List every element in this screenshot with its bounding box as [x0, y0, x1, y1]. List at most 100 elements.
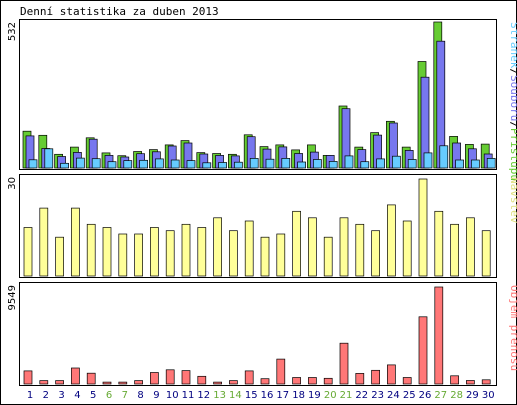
pages-bar-day-21 [344, 155, 354, 169]
pages-bar-day-27 [439, 145, 449, 169]
day-label-11: 11 [182, 390, 195, 401]
pages-bar-day-12 [202, 162, 212, 169]
pages-bar-day-16 [265, 158, 275, 169]
visits-bar-day-25 [402, 220, 412, 277]
pages-bar-day-1 [28, 159, 38, 169]
day-label-8: 8 [137, 390, 143, 401]
visits-bar-day-29 [466, 217, 475, 277]
day-label-13: 13 [213, 390, 226, 401]
pages-bar-day-20 [328, 161, 338, 169]
pages-bar-day-3 [60, 162, 69, 169]
visits-bar-day-20 [323, 236, 333, 277]
kbytes-bar-day-22 [355, 373, 365, 385]
visits-bar-day-12 [197, 227, 207, 277]
visits-bar-day-16 [260, 236, 270, 277]
pages-bar-day-18 [297, 161, 306, 169]
pages-bar-day-9 [155, 158, 164, 169]
visits-bar-day-3 [55, 236, 64, 277]
visits-bar-day-4 [71, 207, 80, 277]
kbytes-bar-day-26 [418, 316, 428, 385]
kbytes-bar-day-12 [197, 375, 207, 385]
chart-title: Denní statistika za duben 2013 [20, 5, 219, 18]
ylabel-sep-1: / [508, 68, 517, 75]
day-label-20: 20 [324, 390, 337, 401]
visits-bar-day-26 [418, 178, 428, 277]
visits-bar-day-13 [213, 217, 222, 277]
day-label-26: 26 [419, 390, 432, 401]
day-label-23: 23 [371, 390, 384, 401]
panel-frame-access [19, 19, 497, 170]
kbytes-bar-day-19 [308, 377, 317, 385]
pages-bar-day-26 [423, 152, 433, 169]
pages-bar-day-24 [392, 155, 401, 169]
day-label-30: 30 [482, 390, 495, 401]
day-label-24: 24 [387, 390, 400, 401]
kbytes-bar-day-17 [276, 358, 286, 385]
day-label-25: 25 [403, 390, 416, 401]
pages-bar-day-7 [123, 160, 133, 169]
kbytes-bar-day-8 [134, 380, 143, 385]
bars-transfer [23, 286, 491, 385]
visits-bar-day-1 [23, 227, 33, 277]
kbytes-bar-day-18 [292, 377, 301, 385]
day-label-1: 1 [27, 390, 33, 401]
bars-access [22, 21, 496, 169]
day-label-3: 3 [58, 390, 64, 401]
day-label-15: 15 [245, 390, 258, 401]
day-label-28: 28 [450, 390, 463, 401]
kbytes-bar-day-23 [371, 369, 380, 385]
ylabel-pages: Stránek [508, 22, 517, 69]
day-label-16: 16 [261, 390, 274, 401]
day-label-5: 5 [90, 390, 96, 401]
kbytes-bar-day-27 [434, 286, 444, 385]
kbytes-bar-day-28 [450, 375, 459, 385]
day-label-12: 12 [197, 390, 210, 401]
visits-bar-day-28 [450, 223, 459, 277]
pages-bar-day-5 [91, 158, 101, 169]
kbytes-bar-day-3 [55, 380, 64, 385]
kbytes-bar-day-16 [260, 378, 270, 385]
kbytes-bar-day-11 [181, 370, 191, 385]
kbytes-bar-day-30 [481, 379, 491, 385]
pages-bar-day-30 [486, 158, 496, 169]
day-label-18: 18 [292, 390, 305, 401]
visits-bar-day-2 [39, 207, 49, 277]
pages-bar-day-6 [107, 161, 117, 169]
visits-bar-day-23 [371, 230, 380, 277]
kbytes-bar-day-2 [39, 380, 49, 385]
kbytes-bar-day-6 [102, 381, 112, 385]
ymax-label-transfer: 9549 [7, 285, 18, 310]
kbytes-bar-day-9 [150, 372, 159, 385]
visits-bar-day-10 [165, 230, 175, 277]
bars-visits [23, 178, 491, 277]
day-label-14: 14 [229, 390, 242, 401]
ylabel-access: Stránek/Souborů/Přístupů [508, 22, 517, 181]
pages-bar-day-23 [376, 158, 385, 169]
pages-bar-day-25 [407, 159, 417, 169]
visits-bar-day-18 [292, 210, 301, 277]
kbytes-bar-day-20 [323, 377, 333, 385]
day-label-10: 10 [166, 390, 179, 401]
kbytes-bar-day-4 [71, 367, 80, 385]
visits-bar-day-7 [118, 233, 128, 277]
pages-bar-day-15 [249, 158, 259, 169]
visits-bar-day-14 [229, 230, 238, 277]
day-label-6: 6 [106, 390, 112, 401]
pages-bar-day-29 [471, 159, 480, 169]
kbytes-bar-day-24 [387, 364, 396, 385]
day-label-9: 9 [153, 390, 159, 401]
day-labels: 1 2 3 4 5 6 7 8 9 10 11 12 13 14 15 16 17 18 19 20 21 22 23 24 2… [27, 390, 495, 401]
kbytes-bar-day-15 [244, 370, 254, 385]
kbytes-bar-day-29 [466, 380, 475, 385]
day-label-4: 4 [74, 390, 80, 401]
pages-bar-day-13 [218, 162, 227, 169]
pages-bar-day-28 [455, 159, 464, 169]
day-label-19: 19 [308, 390, 321, 401]
ylabel-transfer: Objem přenosu [508, 285, 517, 371]
visits-bar-day-19 [308, 217, 317, 277]
day-label-22: 22 [355, 390, 368, 401]
visits-bar-day-6 [102, 227, 112, 277]
ylabel-visits: Návštěv [508, 177, 517, 224]
